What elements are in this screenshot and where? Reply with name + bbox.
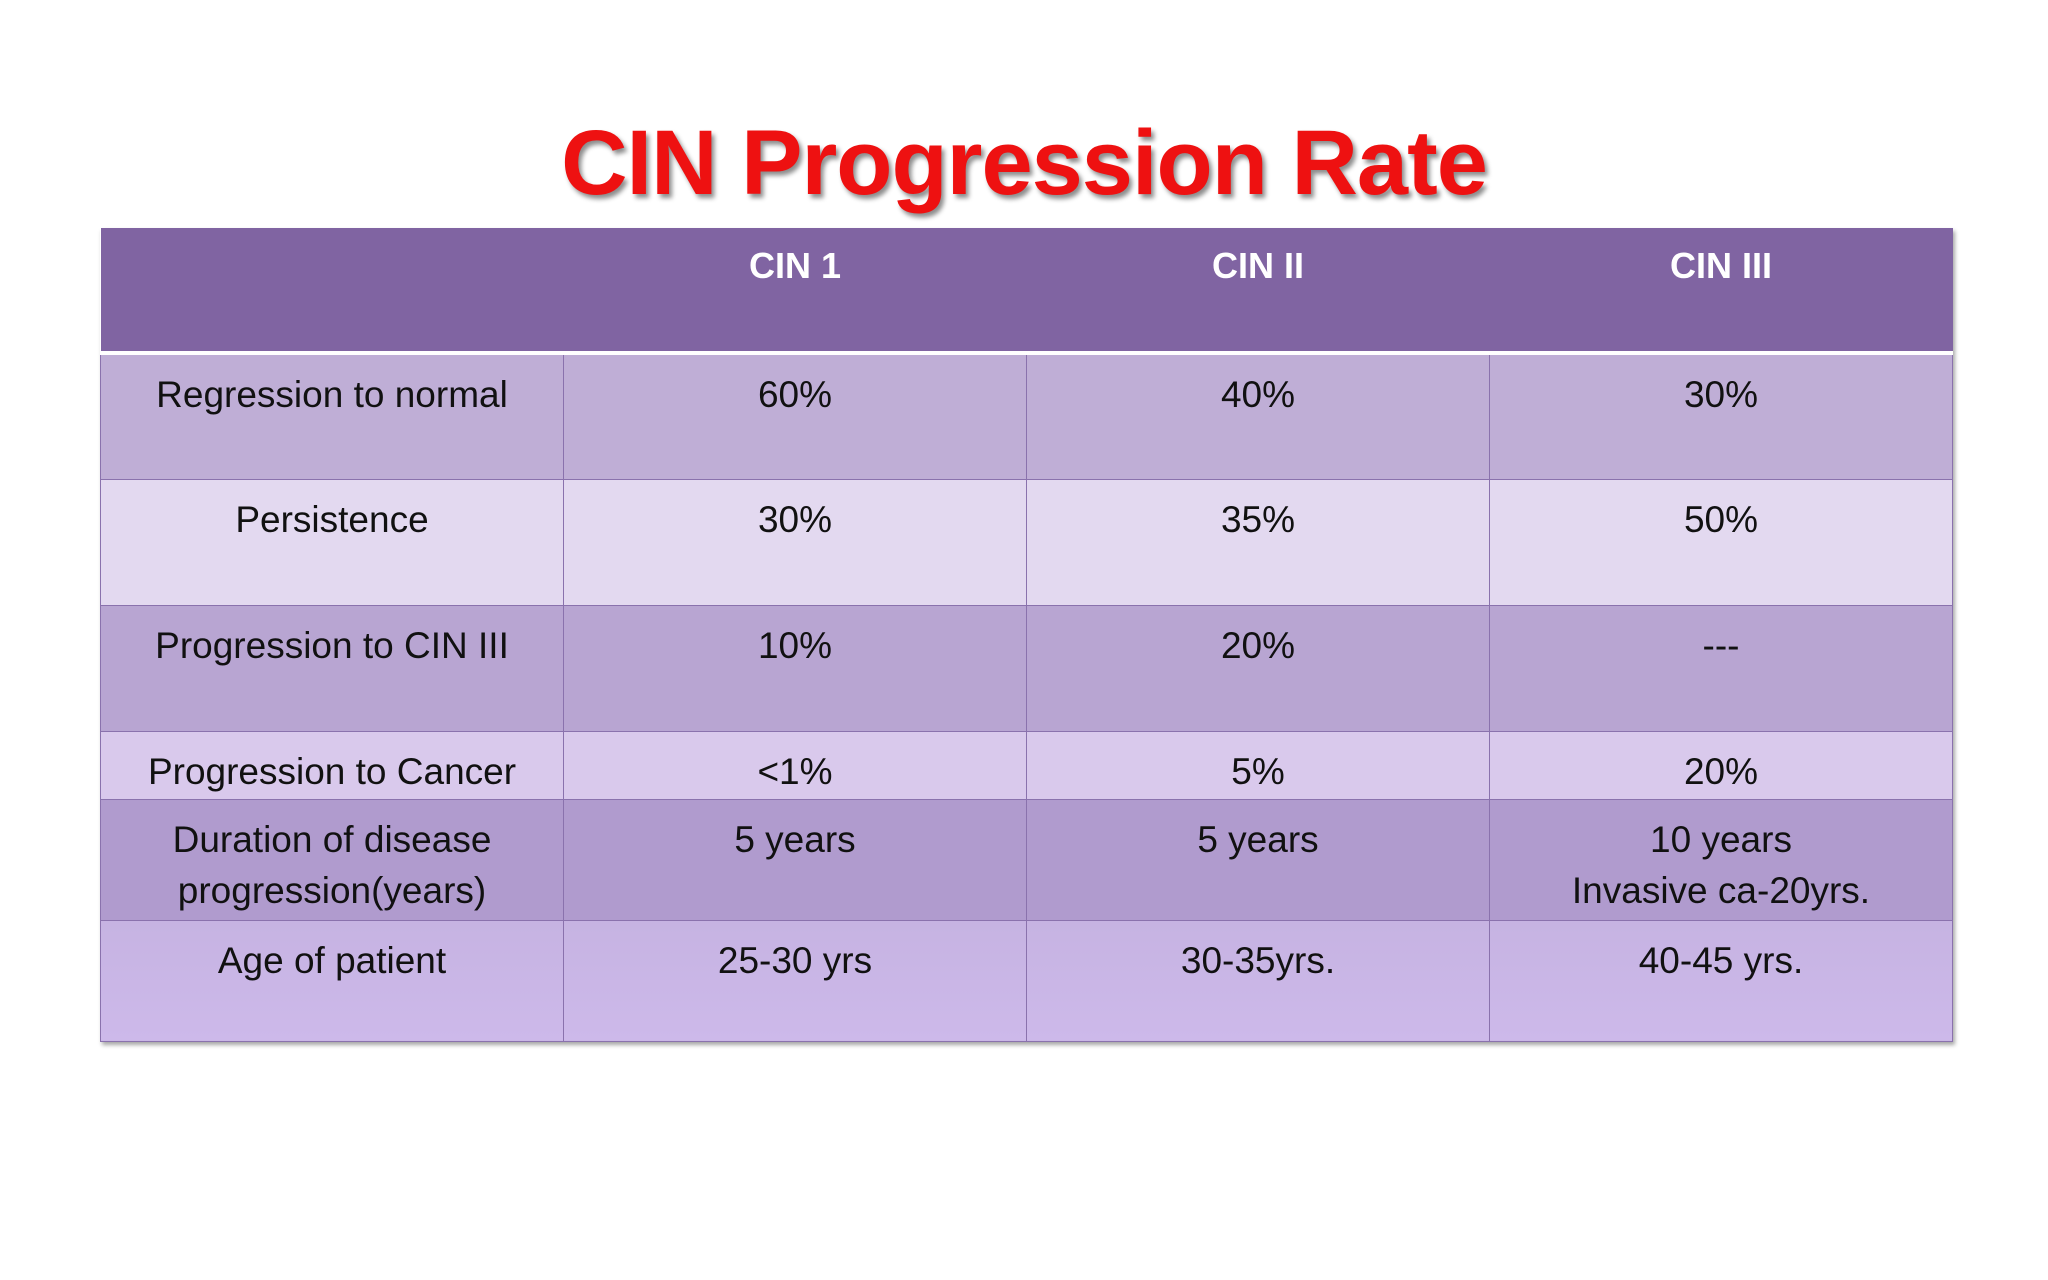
row-label: Progression to CIN III <box>100 604 564 732</box>
header-cell: CIN 1 <box>563 228 1027 355</box>
table-cell: <1% <box>563 730 1027 800</box>
table-cell: 5% <box>1026 730 1490 800</box>
cell-text: 50% <box>1683 498 1759 540</box>
cell-text: Duration of disease <box>172 818 492 860</box>
cell-text: 40-45 yrs. <box>1638 939 1804 981</box>
cell-text: 35% <box>1220 498 1296 540</box>
table-cell: 5 years <box>1026 798 1490 921</box>
table-cell: 30-35yrs. <box>1026 919 1490 1042</box>
cell-text: Progression to Cancer <box>147 750 517 792</box>
cell-text: 60% <box>757 374 833 415</box>
row-label: Persistence <box>100 478 564 606</box>
table-cell: 35% <box>1026 478 1490 606</box>
header-cell <box>100 228 564 355</box>
table-row: Progression to Cancer <1% 5% 20% <box>100 730 1953 800</box>
table-cell: 30% <box>563 478 1027 606</box>
cell-text: Progression to CIN III <box>155 624 509 666</box>
table-cell: 5 years <box>563 798 1027 921</box>
cell-text: --- <box>1702 624 1740 666</box>
cell-text: progression(years) <box>177 869 487 911</box>
table: CIN 1 CIN II CIN III Regression to normal 6… <box>100 228 1953 1042</box>
row-label: Age of patient <box>100 919 564 1042</box>
cell-text: 30% <box>757 498 833 540</box>
row-label: Regression to normal <box>100 352 564 480</box>
cell-text: Persistence <box>235 498 429 540</box>
cell-text: 40% <box>1220 374 1296 415</box>
table-cell: 40-45 yrs. <box>1489 919 1953 1042</box>
table-cell: 50% <box>1489 478 1953 606</box>
table-cell: 25-30 yrs <box>563 919 1027 1042</box>
cell-text: 10% <box>757 624 833 666</box>
cell-text: 30% <box>1683 374 1759 415</box>
table-cell: 20% <box>1026 604 1490 732</box>
header-row: CIN 1 CIN II CIN III <box>100 228 1953 355</box>
cell-text: Invasive ca-20yrs. <box>1571 869 1871 911</box>
table-row: Progression to CIN III 10% 20% --- <box>100 604 1953 732</box>
cell-text: 30-35yrs. <box>1180 939 1336 981</box>
table-row: Age of patient 25-30 yrs 30-35yrs. 40-45 yr… <box>100 919 1953 1042</box>
table-cell: --- <box>1489 604 1953 732</box>
title: CIN Progression Rate <box>561 112 1488 214</box>
cell-text: 20% <box>1683 750 1759 792</box>
header-cell: CIN III <box>1489 228 1953 355</box>
cell-text: Age of patient <box>217 939 447 981</box>
table-row: Persistence 30% 35% 50% <box>100 478 1953 606</box>
cell-text: 25-30 yrs <box>717 939 873 981</box>
table-cell: 60% <box>563 352 1027 480</box>
table-cell: 10 years Invasive ca-20yrs. <box>1489 798 1953 921</box>
cell-text: 20% <box>1220 624 1296 666</box>
table-cell: 40% <box>1026 352 1490 480</box>
header-cell: CIN II <box>1026 228 1490 355</box>
table-cell: 30% <box>1489 352 1953 480</box>
table-cell: 10% <box>563 604 1027 732</box>
cell-text: 5 years <box>1197 818 1319 860</box>
cell-text: 5% <box>1231 750 1285 792</box>
table-row: Duration of disease progression(years) 5 y… <box>100 798 1953 921</box>
table-cell: 20% <box>1489 730 1953 800</box>
table-row: Regression to normal 60% 40% 30% <box>100 352 1953 480</box>
row-label: Duration of disease progression(years) <box>100 798 564 921</box>
cell-text: <1% <box>757 750 833 792</box>
row-label: Progression to Cancer <box>100 730 564 800</box>
cell-text: 5 years <box>734 818 856 860</box>
cell-text: Regression to normal <box>156 374 508 415</box>
cell-text: 10 years <box>1650 818 1792 860</box>
